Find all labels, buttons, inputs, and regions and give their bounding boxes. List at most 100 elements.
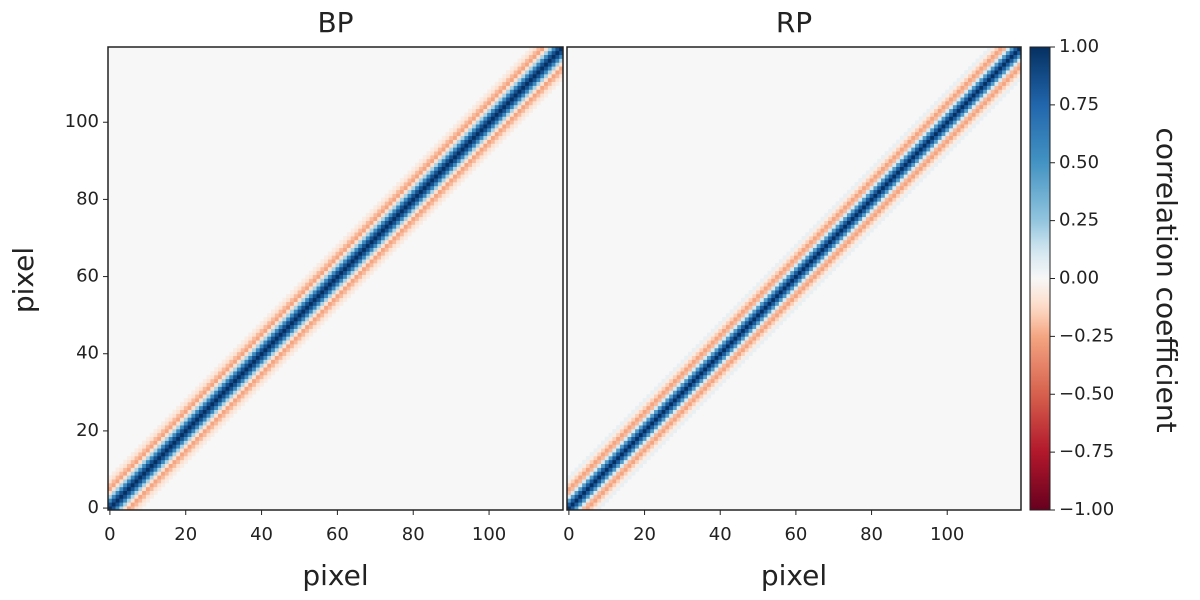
heatmap-cell — [888, 205, 893, 210]
heatmap-cell — [960, 74, 965, 79]
heatmap-cell — [933, 124, 939, 129]
heatmap-cell — [676, 401, 681, 407]
heatmap-cell — [126, 498, 132, 503]
heatmap-cell — [986, 62, 992, 67]
heatmap-cell — [464, 162, 469, 167]
heatmap-cell — [930, 166, 935, 171]
heatmap-cell — [990, 62, 995, 67]
heatmap-cell — [619, 425, 625, 430]
heatmap-cell — [335, 286, 340, 291]
heatmap-cell — [998, 54, 1003, 59]
heatmap-cell — [202, 386, 207, 391]
heatmap-cell — [775, 290, 780, 295]
heatmap-cell — [460, 124, 465, 129]
heatmap-cell — [862, 228, 867, 233]
heatmap-cell — [809, 251, 814, 256]
heatmap-cell — [494, 81, 499, 86]
y-axis-label: pixel — [7, 247, 40, 313]
heatmap-cell — [445, 162, 450, 167]
heatmap-cell — [816, 274, 821, 279]
heatmap-cell — [161, 455, 166, 461]
heatmap-cell — [778, 320, 783, 326]
heatmap-cell — [172, 471, 177, 476]
heatmap-cell — [933, 158, 939, 164]
heatmap-cell — [850, 220, 855, 225]
heatmap-cell — [672, 428, 678, 434]
heatmap-cell — [290, 336, 295, 341]
heatmap-cell — [494, 139, 499, 144]
heatmap-cell — [437, 143, 442, 148]
heatmap-cell — [589, 471, 594, 476]
heatmap-cell — [718, 336, 723, 341]
heatmap-cell — [305, 278, 310, 283]
heatmap-cell — [411, 178, 416, 183]
heatmap-cell — [585, 467, 590, 472]
heatmap-cell — [706, 351, 712, 356]
heatmap-cell — [221, 367, 226, 372]
heatmap-cell — [138, 467, 143, 472]
heatmap-cell — [525, 85, 530, 90]
heatmap-cell — [126, 486, 132, 492]
heatmap-cell — [308, 301, 314, 306]
heatmap-cell — [627, 448, 632, 453]
heatmap-cell — [191, 425, 196, 430]
heatmap-cell — [206, 413, 211, 418]
heatmap-cell — [551, 70, 556, 75]
heatmap-cell — [217, 409, 223, 414]
heatmap-cell — [915, 147, 920, 152]
heatmap-cell — [570, 482, 575, 488]
heatmap-cell — [126, 490, 132, 495]
heatmap-cell — [695, 371, 700, 376]
heatmap-cell — [756, 344, 761, 349]
heatmap-cell — [259, 367, 264, 372]
heatmap-cell — [903, 166, 908, 171]
heatmap-cell — [661, 390, 666, 395]
heatmap-cell — [975, 101, 980, 106]
heatmap-cell — [597, 475, 602, 480]
heatmap-cell — [392, 228, 397, 233]
heatmap-cell — [956, 135, 961, 140]
heatmap-cell — [778, 301, 783, 306]
heatmap-cell — [756, 324, 761, 329]
heatmap-cell — [816, 236, 821, 241]
heatmap-cell — [381, 224, 386, 229]
heatmap-cell — [449, 166, 454, 171]
heatmap-cell — [918, 162, 923, 167]
heatmap-cell — [869, 228, 874, 233]
heatmap-cell — [509, 116, 515, 121]
heatmap-cell — [343, 259, 348, 264]
heatmap-cell — [805, 251, 810, 256]
heatmap-cell — [297, 344, 302, 349]
heatmap-cell — [964, 97, 969, 102]
heatmap-cell — [888, 185, 893, 191]
heatmap-cell — [335, 301, 340, 306]
heatmap-cell — [850, 239, 855, 245]
heatmap-cell — [358, 270, 363, 275]
heatmap-cell — [479, 104, 484, 110]
heatmap-cell — [608, 486, 613, 492]
heatmap-cell — [327, 251, 333, 256]
heatmap-cell — [960, 104, 965, 110]
heatmap-cell — [737, 305, 742, 310]
heatmap-cell — [759, 282, 765, 287]
heatmap-cell — [672, 386, 678, 391]
heatmap-cell — [282, 297, 287, 302]
heatmap-cell — [153, 448, 158, 453]
heatmap-cell — [502, 108, 507, 113]
heatmap-cell — [472, 158, 477, 164]
heatmap-cell — [763, 293, 768, 299]
heatmap-cell — [968, 124, 973, 129]
heatmap-cell — [952, 97, 957, 102]
heatmap-cell — [350, 255, 355, 260]
heatmap-cell — [915, 162, 920, 167]
heatmap-cell — [532, 58, 537, 63]
heatmap-cell — [373, 239, 378, 245]
heatmap-cell — [956, 77, 961, 83]
heatmap-cell — [688, 413, 693, 418]
heatmap-cell — [365, 232, 370, 237]
heatmap-cell — [733, 367, 738, 372]
heatmap-cell — [331, 282, 336, 287]
heatmap-cell — [327, 286, 333, 291]
heatmap-cell — [354, 278, 359, 283]
heatmap-cell — [434, 162, 439, 167]
